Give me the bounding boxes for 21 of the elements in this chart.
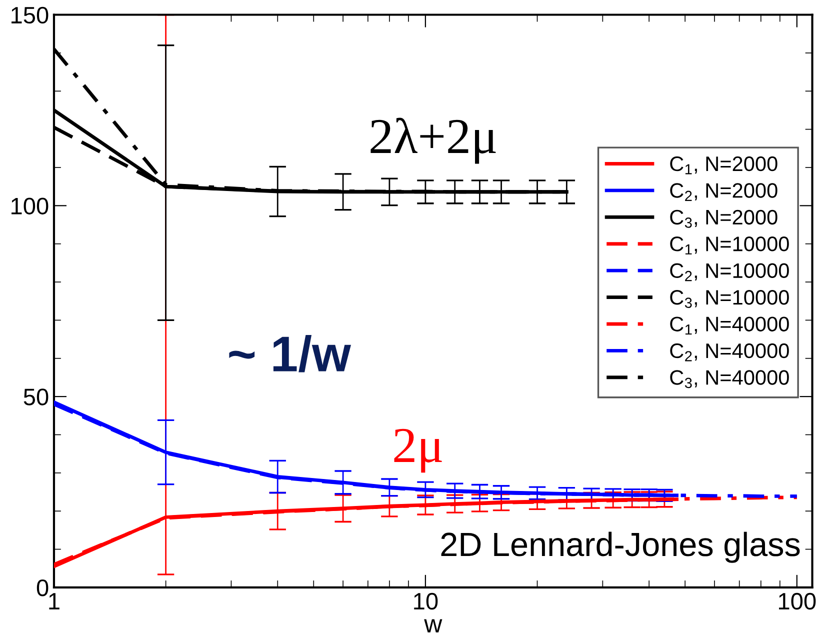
y-tick-label: 150 bbox=[12, 6, 48, 24]
legend-label: C$_{3}$, N=2000 bbox=[670, 210, 778, 228]
y-tick-label: 50 bbox=[24, 388, 48, 406]
legend-label: C$_{3}$, N=10000 bbox=[670, 290, 789, 308]
x-axis-title: w bbox=[424, 619, 442, 632]
x-tick-label: 10 bbox=[414, 592, 438, 610]
x-tick-label: 1 bbox=[49, 593, 60, 610]
legend-label: C$_{1}$, N=40000 bbox=[670, 316, 789, 335]
legend-label: C$_{2}$, N=10000 bbox=[670, 263, 789, 282]
legend-label: C$_{1}$, N=2000 bbox=[670, 156, 778, 174]
legend-label: C$_{2}$, N=2000 bbox=[670, 183, 778, 201]
annotation: 2D Lennard-Jones glass bbox=[441, 532, 800, 563]
annotation: 2μ bbox=[394, 428, 442, 473]
legend-label: C$_{1}$, N=10000 bbox=[670, 236, 789, 254]
y-tick-label: 0 bbox=[36, 580, 48, 596]
legend-label: C$_{2}$, N=40000 bbox=[670, 343, 789, 362]
annotation: 2λ+2μ bbox=[370, 118, 496, 164]
annotation: ~ 1/w bbox=[229, 335, 351, 372]
x-tick-label: 100 bbox=[779, 592, 816, 610]
y-tick-label: 100 bbox=[12, 198, 48, 214]
legend-label: C$_{3}$, N=40000 bbox=[670, 370, 789, 388]
